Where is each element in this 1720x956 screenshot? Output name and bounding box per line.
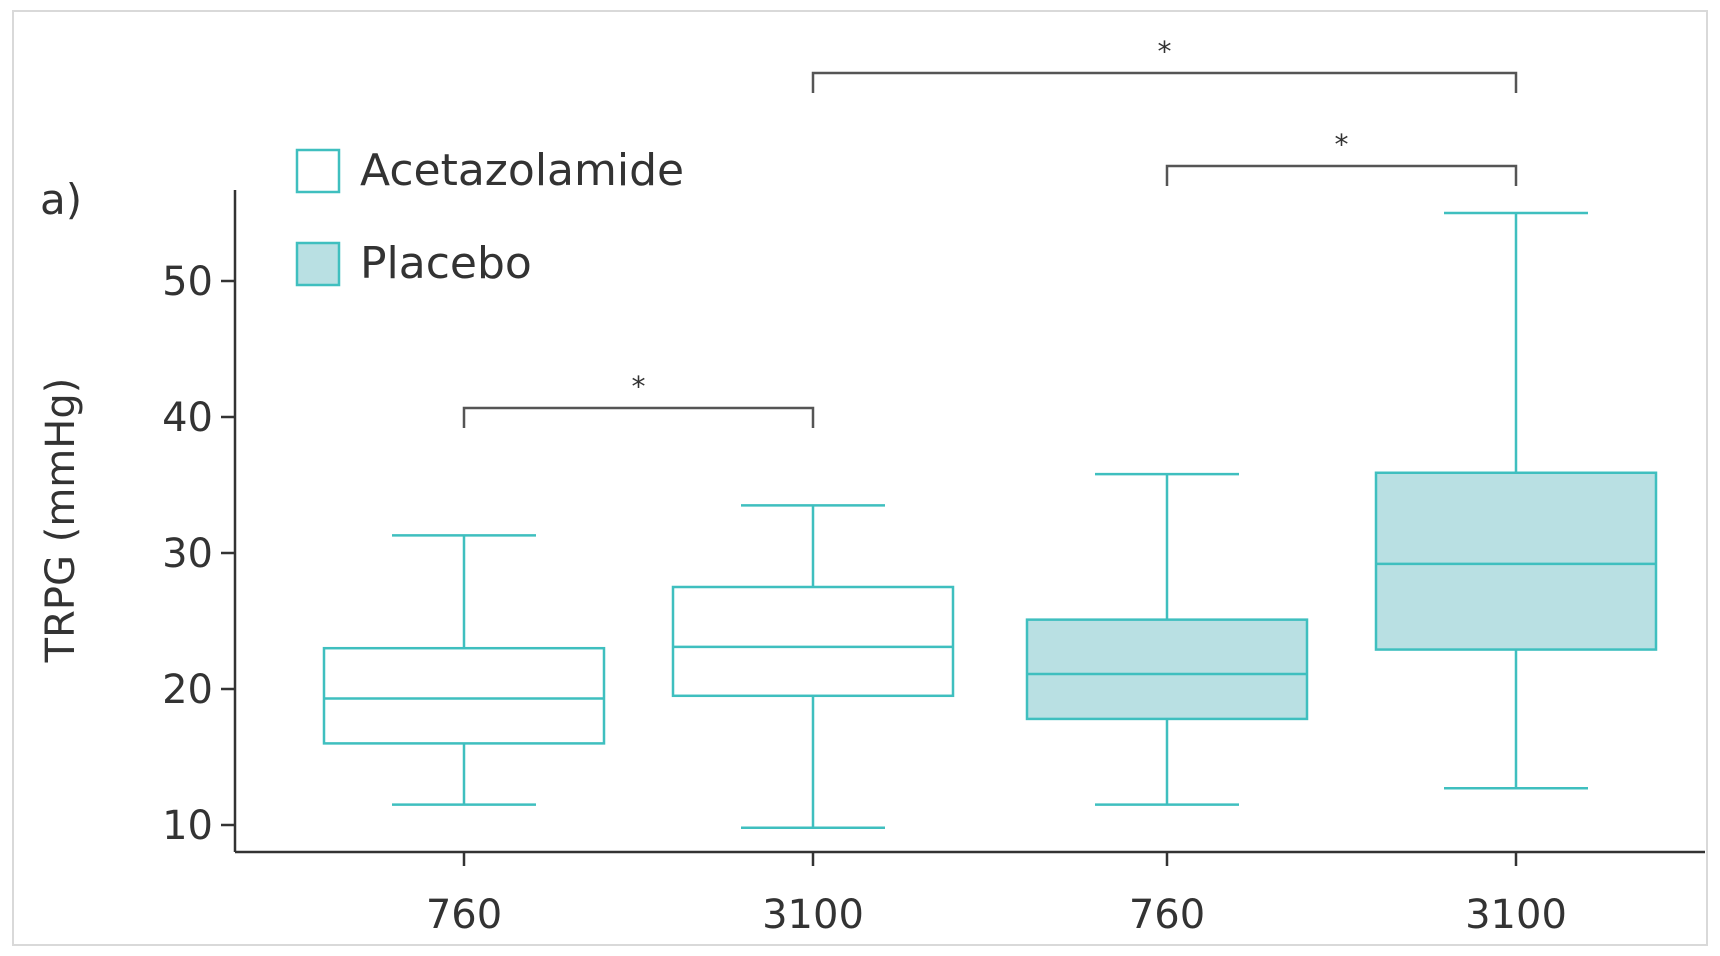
significance-bracket (462, 406, 815, 428)
x-tick-label: 760 (426, 892, 502, 938)
box-acetazolamide-760 (322, 534, 606, 806)
y-tick-label: 10 (162, 803, 213, 849)
iqr-box (1374, 471, 1658, 651)
iqr-box (671, 585, 955, 698)
box-placebo-3100 (1374, 211, 1658, 790)
legend-label: Acetazolamide (360, 145, 684, 196)
y-tick-label: 40 (162, 395, 213, 441)
significance-brackets: * * * (462, 35, 1518, 428)
significance-star: * (1335, 128, 1349, 161)
legend-swatch (295, 148, 341, 194)
iqr-box (322, 646, 606, 745)
x-tick-label: 760 (1129, 892, 1205, 938)
x-tick-label: 3100 (762, 892, 864, 938)
x-tick-label: 3100 (1465, 892, 1567, 938)
legend-swatch (295, 241, 341, 287)
legend: Acetazolamide Placebo (295, 145, 684, 289)
iqr-box (1025, 618, 1309, 721)
significance-bracket (811, 71, 1518, 93)
significance-bracket (1165, 164, 1518, 186)
y-axis-label: TRPG (mmHg) (38, 378, 84, 664)
significance-star: * (1158, 35, 1172, 68)
box-placebo-760 (1025, 472, 1309, 806)
box-acetazolamide-3100 (671, 504, 955, 829)
legend-label: Placebo (360, 238, 532, 289)
y-tick-label: 30 (162, 531, 213, 577)
axes: 10 20 30 40 50 760 3100 760 3100 (162, 190, 1705, 938)
panel-label: a) (40, 175, 82, 224)
y-tick-label: 50 (162, 259, 213, 305)
significance-star: * (632, 370, 646, 403)
boxes (322, 211, 1658, 829)
y-tick-label: 20 (162, 667, 213, 713)
